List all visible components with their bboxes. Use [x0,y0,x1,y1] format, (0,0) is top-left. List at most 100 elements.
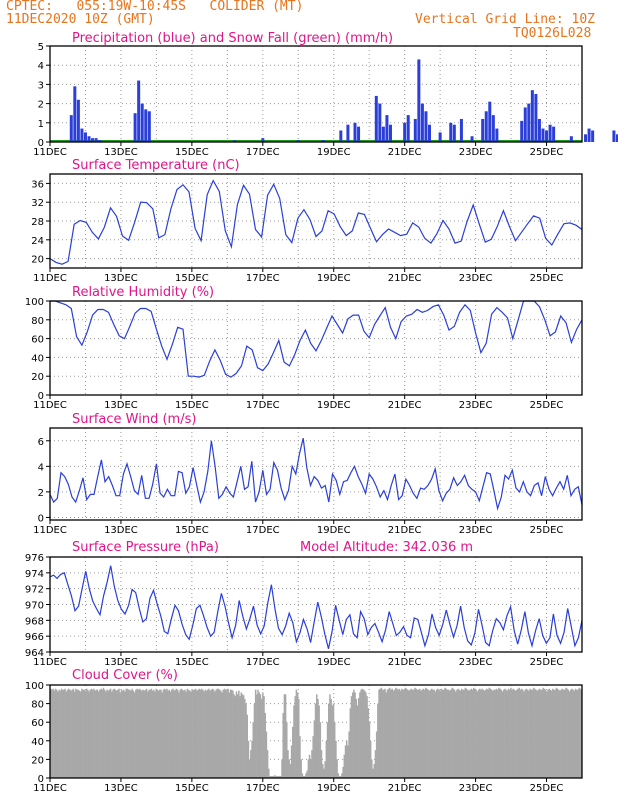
cloud-bar [451,687,453,778]
precip-bar [91,138,95,142]
cloud-bar [356,705,359,778]
cloud-bar [486,688,488,778]
cloud-bar [173,690,175,778]
cloud-bar [416,689,419,778]
cloud-bar [432,689,434,778]
cloud-bar [145,688,148,778]
x-tick-label: 13DEC [104,525,138,536]
cloud-bar [465,688,468,778]
cloud-bar [196,690,198,778]
cloud-bar [444,687,446,778]
y-tick-label: 80 [31,700,44,711]
panel-title: Surface Pressure (hPa) [72,540,219,555]
y-tick-label: 20 [31,755,44,766]
cloud-bar [379,688,382,778]
y-tick-label: 60 [31,718,44,729]
model-code: TQ0126L028 [513,26,592,41]
cloud-bar [490,689,493,778]
cloud-bar [565,687,567,778]
panel-title: Relative Humidity (%) [72,285,214,300]
cloud-bar [132,690,135,778]
cloud-bar [143,690,145,778]
cloud-bar [434,691,437,778]
cloud-bar [469,689,471,778]
precip-bar [261,138,265,142]
y-tick-label: 3 [38,80,44,91]
precip-bar [523,107,527,142]
cloud-bar [99,689,101,778]
cloud-bar [482,689,485,778]
cloud-bar [90,688,93,778]
cloud-bar [319,722,322,778]
precip-bar [552,126,556,142]
x-tick-label: 19DEC [317,400,351,411]
cloud-bar [513,689,516,778]
cloud-bar [353,689,355,778]
cloud-bar [238,690,240,778]
cloud-bar [229,689,232,778]
cloud-bar [559,690,561,778]
cloud-bar [381,689,384,778]
x-tick-label: 23DEC [459,525,493,536]
cloud-bar [422,688,425,778]
cloud-bar [180,688,183,778]
cloud-bar [402,689,404,778]
cloud-bar [257,689,259,778]
cloud-bar [571,688,573,778]
precip-bar [406,115,410,142]
panel-2: 0 20 40 60 80 100 11DEC 13DEC 15DEC 17DEC 19DEC 21D… [25,285,583,411]
x-tick-label: 21DEC [388,400,422,411]
cloud-bar [384,688,386,778]
cloud-bar [566,688,568,778]
cloud-bar [105,691,107,778]
cloud-bar [55,689,58,778]
cloud-bar [538,688,541,778]
cloud-bar [471,689,474,778]
cloud-bar [186,688,189,778]
y-tick-label: 36 [31,179,44,190]
cloud-bar [459,690,462,778]
cloud-bar [311,750,313,778]
precip-bar [527,103,531,142]
cloud-bar [89,689,92,778]
cloud-bar [308,754,311,778]
cloud-bar [275,776,277,778]
cloud-bar [425,687,427,778]
cloud-bar [475,689,477,778]
precip-bar [488,101,492,142]
cloud-bar [168,689,171,778]
cloud-bar [150,688,153,778]
cloud-bar [194,688,197,778]
x-tick-label: 21DEC [388,657,422,668]
cloud-bar [556,688,559,778]
precip-bar [537,118,541,142]
cloud-bar [481,688,483,778]
cloud-bar [270,776,272,778]
model-altitude: Model Altitude: 342.036 m [300,540,473,555]
cloud-bar [221,692,223,778]
cloud-bar [512,688,515,778]
cloud-bar [456,689,458,778]
x-tick-label: 25DEC [530,273,564,284]
y-tick-label: 24 [31,236,44,247]
cloud-bar [498,687,500,778]
y-tick-label: 40 [31,353,44,364]
cloud-bar [144,689,147,778]
cloud-bar [79,691,82,778]
cloud-bar [544,689,547,778]
cloud-bar [331,705,334,778]
cloud-bar [511,689,513,778]
cloud-bar [212,689,215,778]
precip-bar [541,128,545,142]
cloud-bar [111,691,113,778]
precip-bar [481,118,485,142]
x-tick-label: 17DEC [246,525,280,536]
cloud-bar [495,688,498,778]
cloud-bar [262,692,264,778]
station-header: CPTEC: 055:19W-10:45S COLIDER (MT) [6,0,304,14]
cloud-bar [83,689,86,778]
cloud-bar [357,698,360,778]
cloud-bar [365,692,367,778]
cloud-bar [115,690,118,778]
cloud-bar [222,689,225,778]
